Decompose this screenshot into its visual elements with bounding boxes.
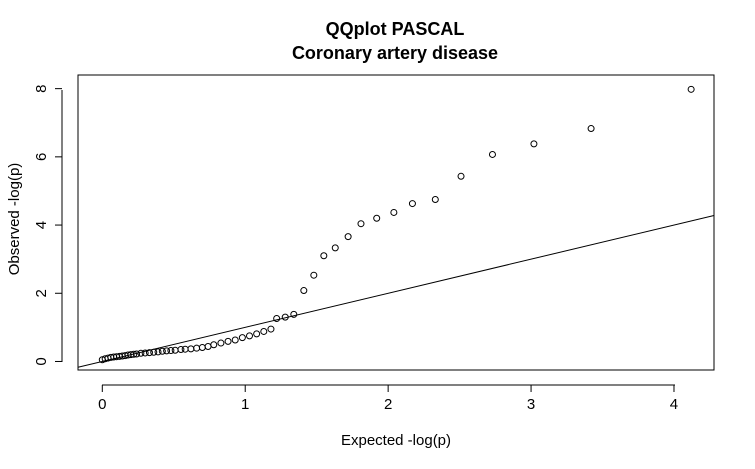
y-axis-label: Observed -log(p) [6,163,23,276]
data-point [260,327,268,335]
x-tick-label: 1 [241,396,249,413]
data-point [687,85,695,93]
data-point [267,325,275,333]
data-point [133,350,141,358]
data-point [130,350,138,358]
data-point [357,220,365,228]
data-point [290,310,298,318]
data-points [98,85,695,364]
y-tick-label: 2 [33,289,50,297]
data-point [253,330,261,338]
data-point [231,336,239,344]
data-point [408,200,416,208]
data-point [167,347,175,355]
y-tick-label: 8 [33,84,50,92]
data-point [224,337,232,345]
data-point [198,343,206,351]
x-axis-label: Expected -log(p) [341,432,451,449]
data-point [177,346,185,354]
data-point [217,339,225,347]
x-axis-ticks: 0 1 2 3 4 [98,385,678,413]
data-point [193,344,201,352]
data-point [204,342,212,350]
data-point [310,271,318,279]
reference-line [77,215,715,368]
data-point [181,345,189,353]
chart-subtitle: Coronary artery disease [292,43,498,63]
x-tick-label: 2 [384,396,392,413]
y-tick-label: 6 [33,153,50,161]
data-point [163,347,171,355]
data-point [320,252,328,260]
data-point [141,349,149,357]
data-point [390,208,398,216]
data-point [587,125,595,133]
data-point [171,346,179,354]
chart-title: QQplot PASCAL [326,19,465,39]
data-point [300,287,308,295]
data-point [344,233,352,241]
data-point [457,172,465,180]
data-point [150,348,158,356]
data-point [273,315,281,323]
data-point [281,313,289,321]
y-tick-label: 0 [33,357,50,365]
x-tick-label: 0 [98,396,106,413]
data-point [238,334,246,342]
y-axis-ticks: 0 2 4 6 8 [33,84,62,366]
data-point [158,347,166,355]
data-point [137,349,145,357]
data-point [530,140,538,148]
data-point [488,150,496,158]
y-tick-label: 4 [33,221,50,229]
data-point [431,195,439,203]
plot-frame [77,74,715,371]
x-tick-label: 3 [527,396,535,413]
data-point [210,341,218,349]
data-point [145,349,153,357]
data-point [246,332,254,340]
data-point [154,348,162,356]
x-tick-label: 4 [670,396,678,413]
data-point [331,244,339,252]
data-point [373,214,381,222]
data-point [187,345,195,353]
